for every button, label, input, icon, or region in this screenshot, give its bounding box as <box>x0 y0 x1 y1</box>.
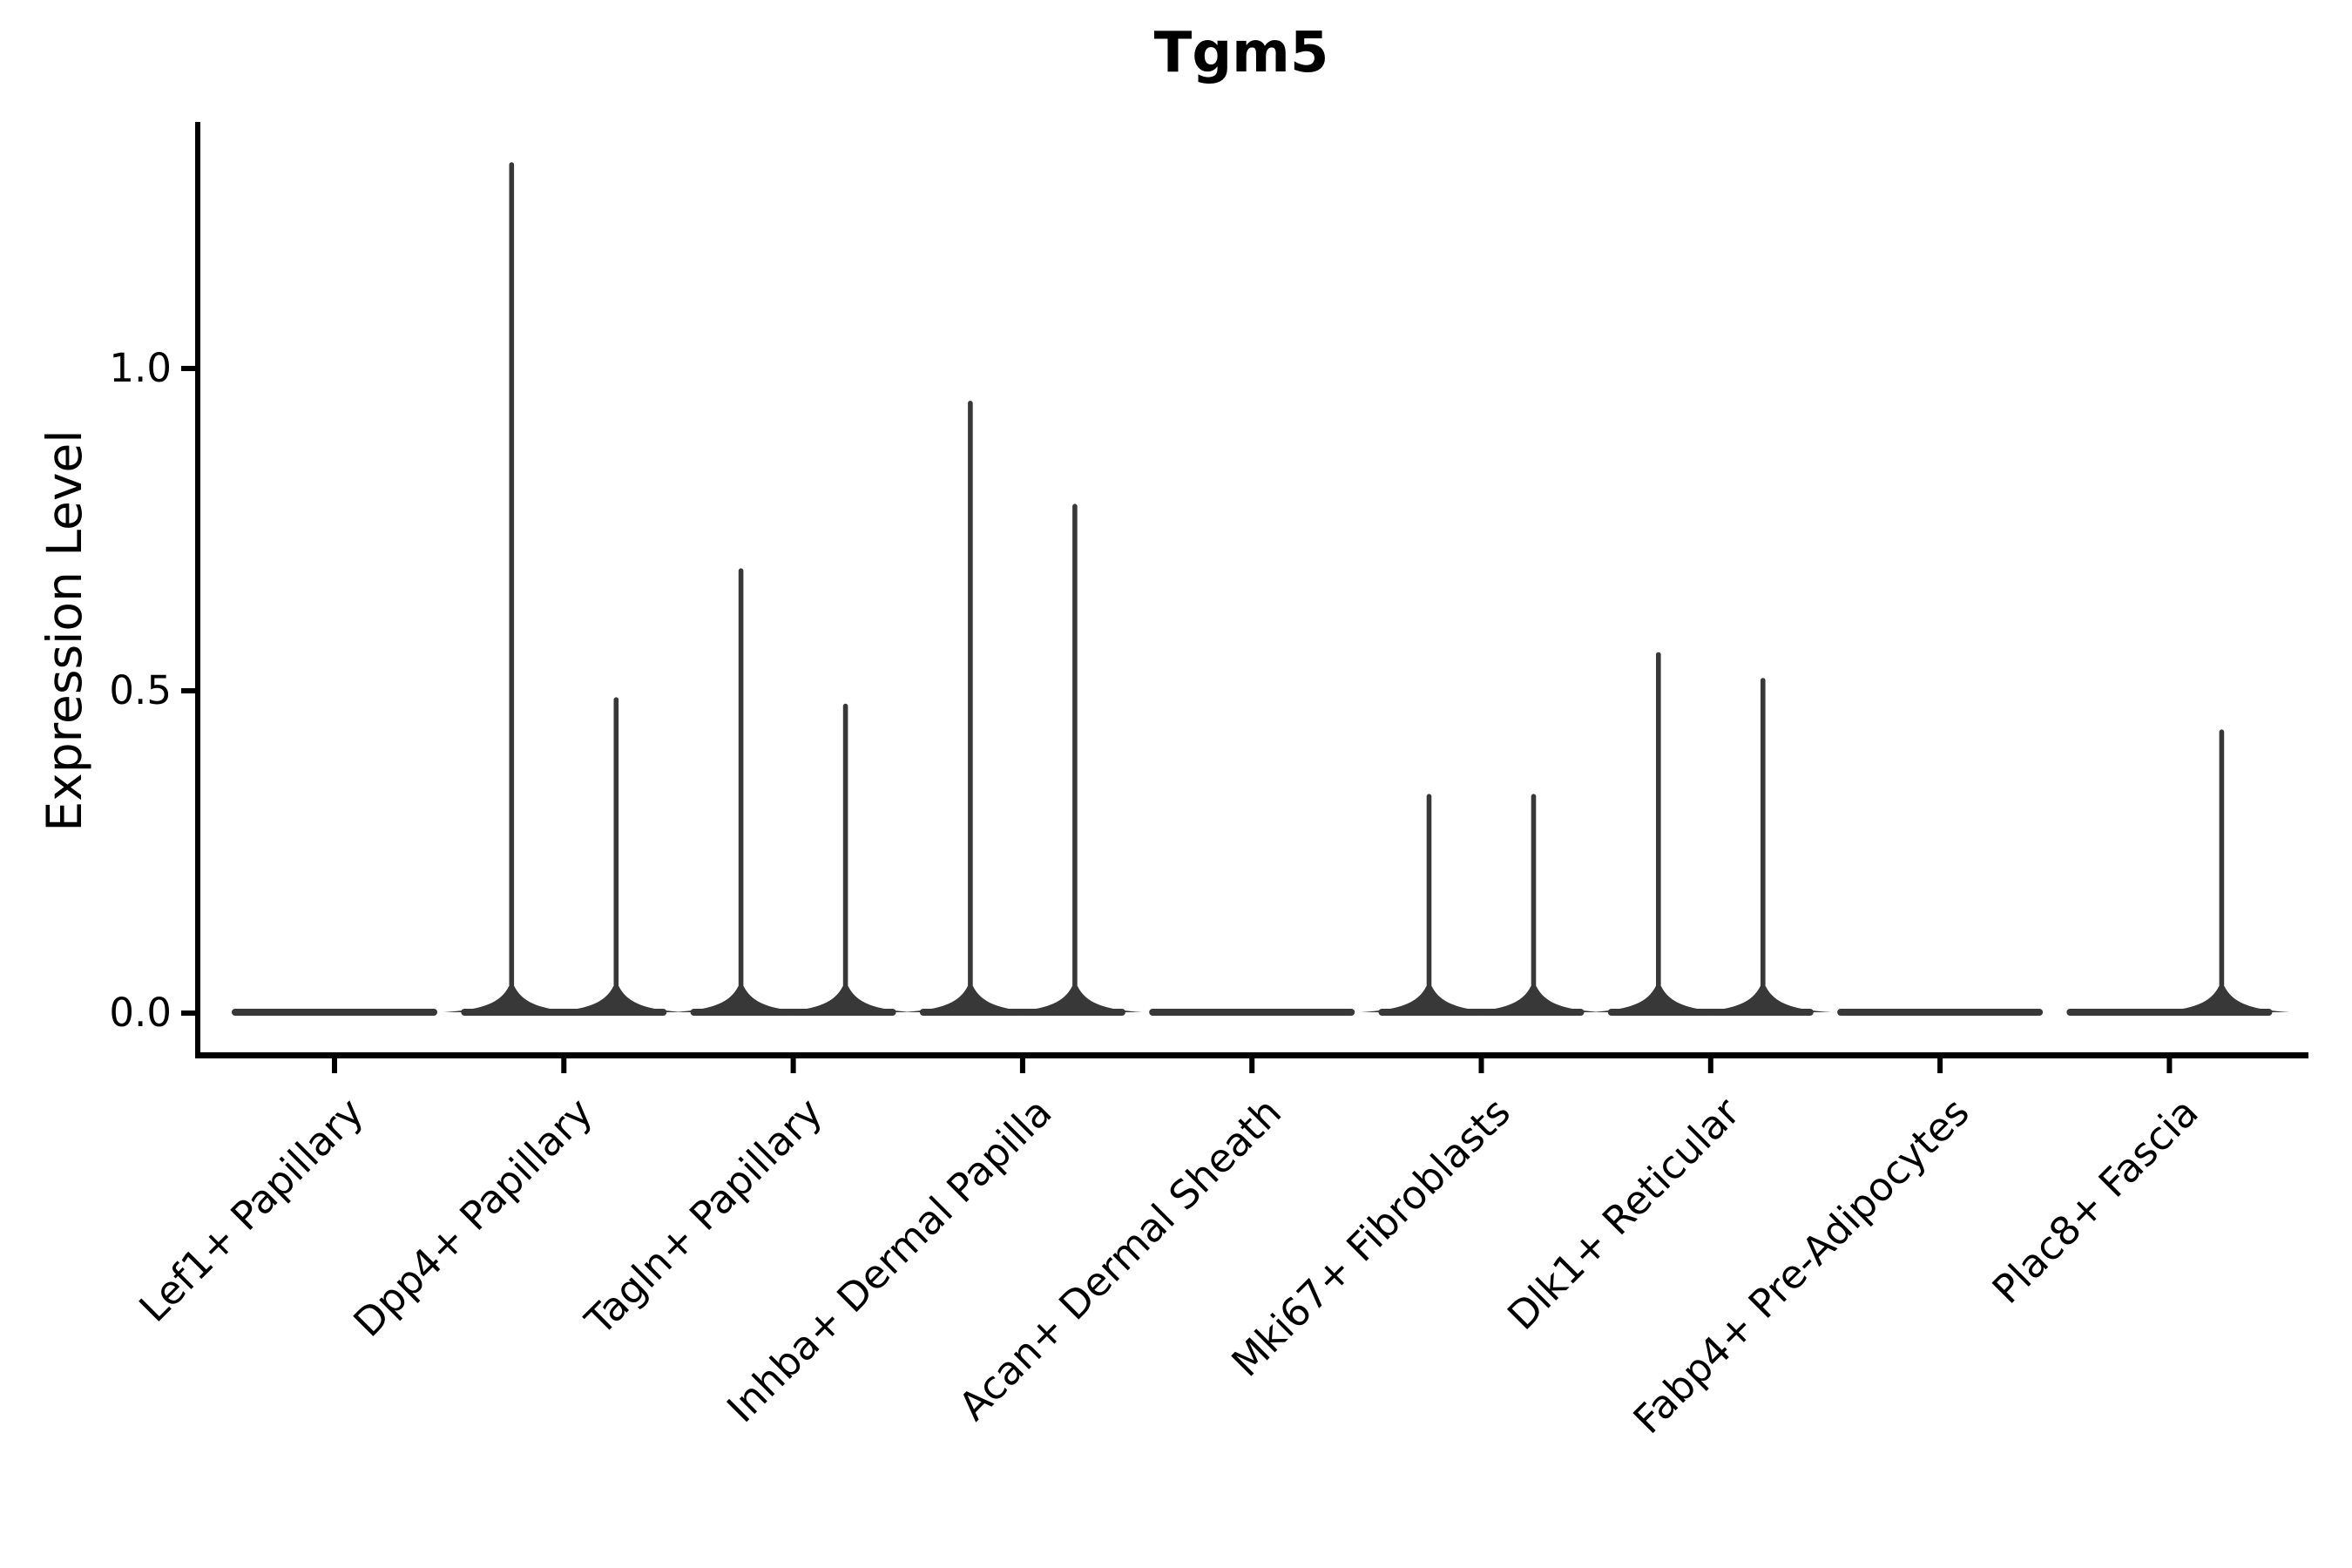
x-tick-mark <box>1249 1058 1255 1073</box>
y-tick-mark <box>181 1010 195 1016</box>
y-tick-mark <box>181 688 195 693</box>
x-tick-mark <box>1937 1058 1943 1073</box>
violin-spike <box>738 568 744 1012</box>
violin-spike <box>1072 504 1078 1012</box>
violin-spike <box>613 697 619 1012</box>
violin-baseline <box>1149 1009 1355 1016</box>
violin-spike <box>509 162 515 1012</box>
y-tick-label-1.0: 1.0 <box>109 345 172 391</box>
violin-spike <box>842 703 848 1012</box>
violin-spike <box>2219 729 2225 1012</box>
x-tick-mark <box>790 1058 796 1073</box>
chart-title: Tgm5 <box>1153 21 1329 85</box>
x-tick-mark <box>1019 1058 1025 1073</box>
y-tick-mark <box>181 366 195 371</box>
violin-spike <box>1531 794 1537 1012</box>
x-axis-spine <box>195 1052 2308 1058</box>
violin-spike <box>1656 652 1661 1012</box>
violin-baseline <box>1837 1009 2044 1016</box>
x-tick-mark <box>2166 1058 2173 1073</box>
x-tick-mark <box>332 1058 337 1073</box>
y-axis-spine <box>195 122 200 1058</box>
violin-baseline <box>232 1009 437 1016</box>
x-tick-mark <box>1707 1058 1713 1073</box>
y-tick-label-0.0: 0.0 <box>109 990 172 1036</box>
violin-spike <box>1761 678 1766 1012</box>
x-tick-mark <box>561 1058 567 1073</box>
violin-spike <box>968 401 973 1012</box>
violin-spike <box>1426 794 1432 1012</box>
y-tick-label-0.5: 0.5 <box>109 667 172 713</box>
x-tick-mark <box>1478 1058 1484 1073</box>
